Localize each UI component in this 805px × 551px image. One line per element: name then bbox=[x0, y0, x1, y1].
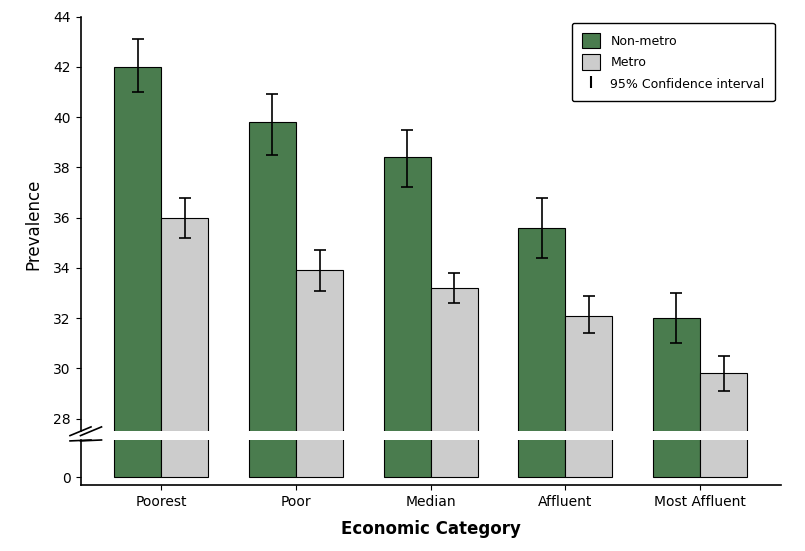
Bar bbox=[383, 0, 431, 478]
Bar bbox=[249, 122, 296, 551]
Legend: Non-metro, Metro, 95% Confidence interval: Non-metro, Metro, 95% Confidence interva… bbox=[572, 23, 774, 101]
Bar bbox=[296, 271, 343, 551]
Bar bbox=[431, 0, 478, 478]
X-axis label: Economic Category: Economic Category bbox=[341, 520, 521, 538]
Bar bbox=[565, 316, 613, 551]
Bar bbox=[518, 0, 565, 478]
Bar bbox=[431, 288, 478, 551]
Bar bbox=[653, 3, 700, 478]
Bar bbox=[653, 318, 700, 551]
Bar bbox=[161, 218, 208, 551]
Bar bbox=[518, 228, 565, 551]
Bar bbox=[161, 0, 208, 478]
Bar bbox=[114, 0, 161, 478]
Bar bbox=[114, 67, 161, 551]
Bar bbox=[700, 374, 747, 551]
Y-axis label: Prevalence: Prevalence bbox=[24, 178, 42, 269]
Bar bbox=[700, 36, 747, 478]
Bar bbox=[565, 2, 613, 478]
Bar bbox=[383, 157, 431, 551]
Bar bbox=[296, 0, 343, 478]
Bar bbox=[249, 0, 296, 478]
